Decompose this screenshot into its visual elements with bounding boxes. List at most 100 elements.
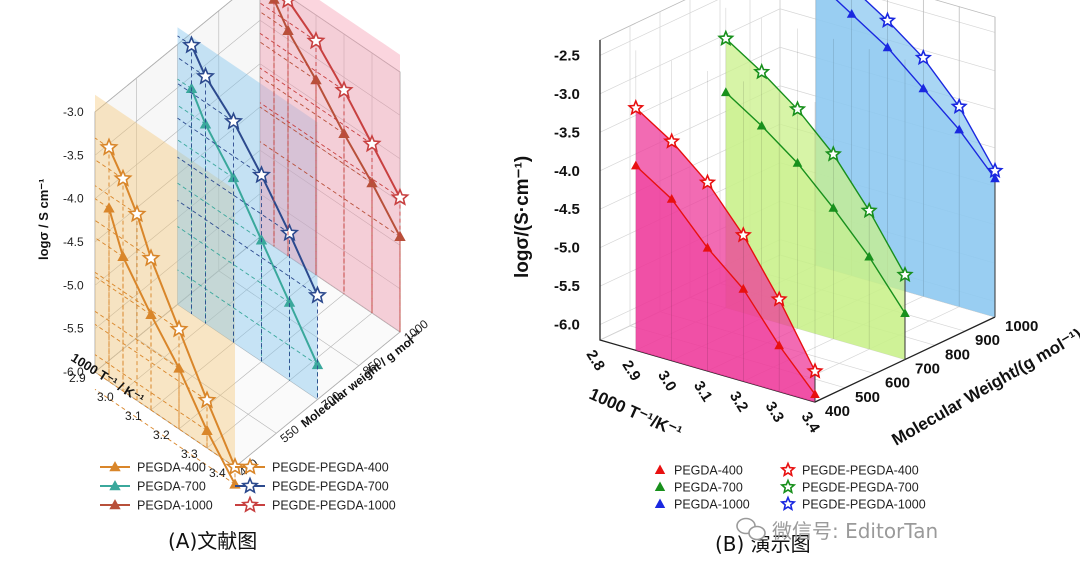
drop-line xyxy=(177,57,206,77)
data-point xyxy=(788,100,807,117)
mw-plane-400 xyxy=(95,94,235,467)
data-point xyxy=(627,98,645,116)
legend-marker xyxy=(654,498,666,508)
data-point xyxy=(141,248,161,267)
z-axis-label: logσ/(S·cm⁻¹) xyxy=(512,156,533,278)
series-line xyxy=(273,0,401,238)
data-point xyxy=(914,48,933,66)
data-point xyxy=(954,124,964,134)
data-point xyxy=(918,83,929,93)
legend-entry: PEGDE-PEGDA-700 xyxy=(235,476,389,494)
legend-marker xyxy=(109,461,121,472)
legend-label: PEGDE-PEGDA-1000 xyxy=(272,499,396,513)
drop-line xyxy=(177,200,318,296)
data-point xyxy=(229,478,241,489)
data-point xyxy=(810,389,820,398)
z-tick: -5.0 xyxy=(554,240,580,257)
legend-label: PEGDA-700 xyxy=(137,480,206,494)
drop-line xyxy=(177,117,262,176)
watermark-text: 微信号: EditorTan xyxy=(772,519,938,543)
legend-label: PEGDA-700 xyxy=(674,481,743,495)
z-tick: -4.5 xyxy=(554,201,580,218)
x-tick: 2.9 xyxy=(69,371,86,385)
data-point xyxy=(662,132,681,149)
fill-area-inner xyxy=(635,165,815,402)
data-point xyxy=(806,362,824,379)
data-point xyxy=(738,283,749,293)
data-point xyxy=(990,173,1000,183)
z-tick: -6.0 xyxy=(63,365,84,379)
legend-marker xyxy=(240,495,260,513)
series-line xyxy=(286,0,401,199)
grid-line xyxy=(177,44,318,400)
data-point xyxy=(824,145,843,162)
data-point xyxy=(792,158,803,167)
data-point xyxy=(113,168,133,187)
drop-line xyxy=(177,269,318,366)
x-tick: 3.0 xyxy=(654,368,679,395)
wechat-icon xyxy=(736,517,766,541)
legend-marker xyxy=(779,478,797,495)
legend-marker xyxy=(109,499,121,510)
z-tick: -3.0 xyxy=(63,105,84,119)
data-point xyxy=(752,62,771,80)
data-point xyxy=(698,173,717,190)
series-line xyxy=(190,44,319,296)
data-point xyxy=(99,137,119,156)
legend-label: PEGDA-400 xyxy=(674,464,743,478)
legend-label: PEGDE-PEGDA-1000 xyxy=(802,498,926,512)
z-tick: -5.0 xyxy=(63,278,84,292)
data-point xyxy=(770,290,788,307)
y-tick: 800 xyxy=(945,346,970,363)
legend-label: PEGDE-PEGDA-400 xyxy=(272,461,389,475)
x-tick: 3.4 xyxy=(209,466,226,480)
series-pegde-pegda-1000 xyxy=(259,0,410,332)
data-point xyxy=(390,187,410,206)
data-point xyxy=(986,161,1004,179)
z-tick: -2.5 xyxy=(554,47,580,64)
series-line-pegda-1000 xyxy=(835,0,996,179)
series-line xyxy=(190,88,319,366)
x-tick: 3.1 xyxy=(125,409,142,423)
data-point xyxy=(950,97,968,114)
data-point xyxy=(734,226,752,243)
series-pegde-pegda-700 xyxy=(177,35,328,400)
x-tick: 3.3 xyxy=(181,447,198,461)
panel-a-legend: PEGDA-400 PEGDE-PEGDA-400 PEGDA-700 PEGDE-P… xyxy=(100,457,396,513)
grid-line xyxy=(136,78,277,434)
y-tick: 500 xyxy=(855,389,880,406)
data-point xyxy=(878,11,897,28)
x-tick: 3.4 xyxy=(798,409,824,436)
series-line-pegda-400 xyxy=(635,165,816,395)
watermark: 微信号: EditorTan xyxy=(736,517,938,543)
x-tick: 2.9 xyxy=(618,357,643,384)
drop-line xyxy=(177,83,234,122)
data-point xyxy=(900,308,910,317)
data-point xyxy=(181,35,202,54)
data-point xyxy=(199,118,212,129)
drop-line xyxy=(177,139,234,179)
mw-plane-1000 xyxy=(260,0,400,332)
data-point xyxy=(311,358,324,370)
data-point xyxy=(864,251,874,261)
legend-marker xyxy=(654,464,666,474)
series-pegde-pegda-400 xyxy=(94,137,245,476)
panel-a-chart: -3.0 -3.5 -4.0 -4.5 -5.0 -5.5 -6.02.9 3.0 3.1 3.2… xyxy=(36,0,431,489)
data-point xyxy=(223,111,244,130)
mw-plane-700 xyxy=(177,27,318,400)
legend-label: PEGDE-PEGDA-700 xyxy=(802,481,919,495)
data-point xyxy=(774,340,784,350)
drop-line xyxy=(259,2,317,42)
series-line-pegde-pegda-700 xyxy=(725,38,906,276)
data-point xyxy=(281,0,295,9)
legend-entry: PEGDA-700 xyxy=(100,480,206,494)
x-axis-label: 1000 T⁻¹/K⁻¹ xyxy=(586,384,685,442)
legend-marker xyxy=(109,480,121,491)
data-point xyxy=(283,296,296,307)
x-tick: 2.8 xyxy=(583,347,608,374)
series-line-pegde-pegda-400 xyxy=(635,107,816,372)
data-point xyxy=(227,171,240,183)
drop-line xyxy=(94,276,152,316)
z-tick: -4.0 xyxy=(554,163,580,180)
z-tick: -5.5 xyxy=(554,278,580,295)
